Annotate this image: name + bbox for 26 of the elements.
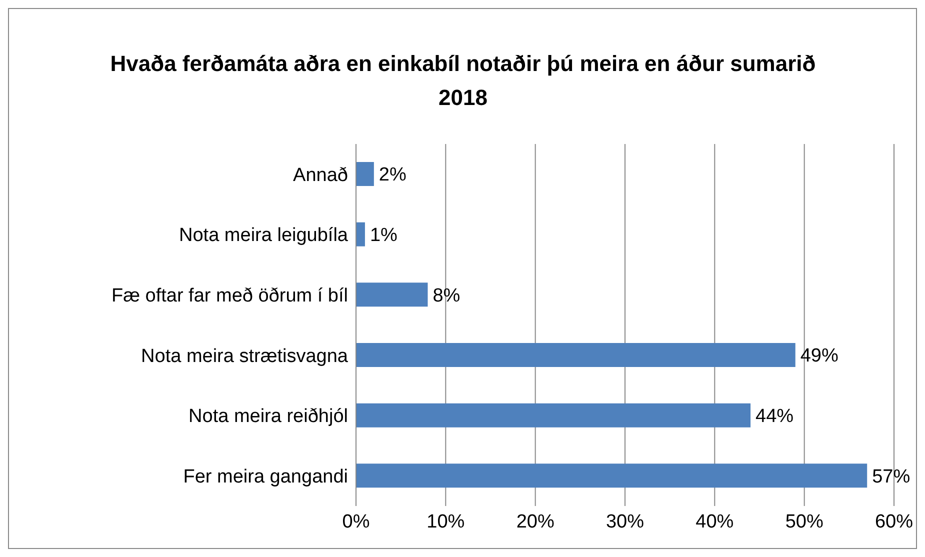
x-tick-label: 20% — [516, 511, 554, 532]
data-label: 1% — [370, 225, 398, 246]
bar — [356, 343, 796, 367]
x-tick-label: 10% — [426, 511, 465, 532]
y-tick-label: Nota meira leigubíla — [179, 225, 348, 246]
bar — [356, 282, 428, 307]
bar — [356, 222, 365, 246]
data-label: 44% — [756, 406, 794, 428]
data-label: 2% — [378, 164, 406, 186]
bar — [356, 403, 751, 428]
x-tick-label: 40% — [696, 511, 734, 532]
x-tick-label: 30% — [606, 511, 644, 532]
bar — [356, 464, 868, 488]
data-label: 8% — [432, 285, 460, 306]
y-tick-label: Nota meira reiðhjól — [188, 406, 348, 428]
bar — [356, 162, 374, 186]
x-tick-label: 0% — [342, 511, 370, 532]
data-label: 57% — [872, 466, 910, 488]
chart-title: Hvaða ferðamáta aðra en einkabíl notaðir þú meira en áður sumarið 2018 — [109, 50, 817, 112]
y-tick-label: Fæ oftar far með öðrum í bíl — [111, 286, 348, 307]
y-tick-label: Annað — [293, 164, 348, 186]
y-tick-label: Nota meira strætisvagna — [141, 346, 348, 367]
y-tick-label: Fer meira gangandi — [183, 466, 348, 488]
x-tick-label: 60% — [874, 511, 914, 532]
x-tick-label: 50% — [785, 511, 824, 532]
data-label: 49% — [800, 346, 838, 367]
